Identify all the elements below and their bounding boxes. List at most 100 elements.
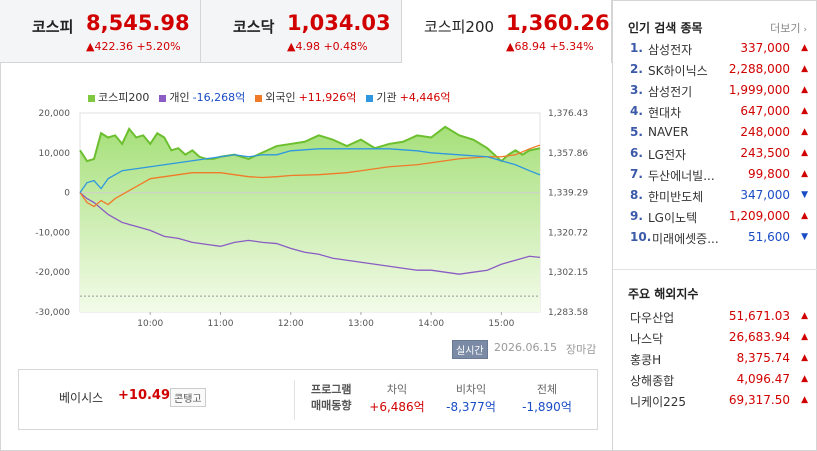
- legend-swatch: [366, 94, 374, 102]
- rank-number: 9.: [630, 209, 643, 223]
- tab-kospi200-value: 1,360.26: [506, 11, 610, 35]
- stock-price: 243,500: [740, 146, 790, 160]
- up-arrow-icon: ▲: [801, 211, 808, 221]
- world-index-item[interactable]: 나스닥 26,683.94 ▲: [630, 330, 810, 351]
- up-arrow-icon: ▲: [801, 43, 808, 53]
- program-header: 비차익: [455, 383, 487, 396]
- tab-kosdaq-change: ▲4.98 +0.48%: [287, 40, 368, 53]
- legend-item[interactable]: 외국인 +11,926억: [255, 91, 356, 104]
- market-panel: 코스피 8,545.98 ▲422.36 +5.20% 코스닥 1,034.03…: [0, 0, 612, 430]
- x-tick-label: 12:00: [278, 319, 304, 329]
- program-value: -1,890억: [522, 400, 572, 414]
- y-right-tick-label: 1,339.29: [548, 189, 588, 199]
- series-line-foreign: [79, 144, 541, 208]
- index-value: 8,375.74: [736, 351, 790, 365]
- popular-item[interactable]: 9. LG이노텍 1,209,000 ▲: [630, 209, 810, 230]
- basis-label: 베이시스: [59, 391, 104, 405]
- popular-item[interactable]: 5. NAVER 248,000 ▲: [630, 125, 810, 146]
- y-right-tick-label: 1,357.86: [548, 149, 588, 159]
- popular-item[interactable]: 3. 삼성전기 1,999,000 ▲: [630, 83, 810, 104]
- popular-item[interactable]: 1. 삼성전자 337,000 ▲: [630, 41, 810, 62]
- chart-date: 2026.06.15: [494, 341, 557, 354]
- y-right-tick-label: 1,376.43: [548, 109, 588, 119]
- tab-kospi200[interactable]: 코스피200 1,360.26 ▲68.94 +5.34%: [402, 0, 612, 63]
- y-left-tick-label: -10,000: [35, 228, 70, 238]
- world-index-item[interactable]: 니케이225 69,317.50 ▲: [630, 393, 810, 414]
- basis-program-box: 베이시스 +10.49 콘탱고 프로그램 매매동향 차익 +6,486억 비차익 -8…: [18, 369, 598, 430]
- tab-kospi[interactable]: 코스피 8,545.98 ▲422.36 +5.20%: [0, 0, 201, 63]
- y-left-tick-label: -20,000: [35, 268, 70, 278]
- up-arrow-icon: ▲: [801, 374, 808, 384]
- popular-item[interactable]: 6. LG전자 243,500 ▲: [630, 146, 810, 167]
- legend-item[interactable]: 코스피200: [88, 91, 149, 104]
- rank-number: 2.: [630, 62, 643, 76]
- index-name: 니케이225: [630, 395, 687, 409]
- legend-item[interactable]: 개인 -16,268억: [159, 91, 245, 104]
- realtime-button[interactable]: 실시간: [452, 340, 488, 359]
- up-arrow-icon: ▲: [801, 64, 808, 74]
- legend-value: -16,268억: [192, 91, 246, 104]
- index-tabs: 코스피 8,545.98 ▲422.36 +5.20% 코스닥 1,034.03…: [0, 0, 612, 63]
- world-title: 주요 해외지수: [628, 287, 699, 301]
- stock-name: 두산에너빌...: [648, 169, 715, 183]
- index-value: 69,317.50: [728, 393, 790, 407]
- popular-item[interactable]: 4. 현대차 647,000 ▲: [630, 104, 810, 125]
- stock-name: SK하이닉스: [648, 64, 708, 78]
- tab-kospi200-change: ▲68.94 +5.34%: [506, 40, 594, 53]
- tab-kospi-change: ▲422.36 +5.20%: [86, 40, 181, 53]
- y-right-tick-label: 1,302.15: [548, 268, 588, 278]
- up-arrow-icon: ▲: [801, 169, 808, 179]
- y-right-tick-label: 1,283.58: [548, 308, 588, 318]
- x-tick-label: 11:00: [207, 319, 233, 329]
- world-index-item[interactable]: 홍콩H 8,375.74 ▲: [630, 351, 810, 372]
- index-name: 상해종합: [630, 374, 675, 388]
- program-title-1: 프로그램: [311, 383, 352, 396]
- index-name: 나스닥: [630, 332, 664, 346]
- world-index-item[interactable]: 상해종합 4,096.47 ▲: [630, 372, 810, 393]
- stock-name: 미래에셋증...: [652, 232, 719, 246]
- rank-number: 6.: [630, 146, 643, 160]
- up-arrow-icon: ▲: [801, 395, 808, 405]
- rank-number: 7.: [630, 167, 643, 181]
- index-name: 홍콩H: [630, 353, 662, 367]
- stock-price: 647,000: [740, 104, 790, 118]
- divider: [613, 269, 817, 270]
- basis-value: +10.49: [118, 388, 171, 403]
- stock-name: 삼성전자: [648, 43, 693, 57]
- up-arrow-icon: ▲: [801, 353, 808, 363]
- tab-kosdaq-value: 1,034.03: [287, 11, 391, 35]
- up-arrow-icon: ▲: [801, 127, 808, 137]
- kospi200-area: [80, 126, 540, 313]
- index-value: 4,096.47: [736, 372, 790, 386]
- rank-number: 4.: [630, 104, 643, 118]
- popular-item[interactable]: 2. SK하이닉스 2,288,000 ▲: [630, 62, 810, 83]
- rank-number: 5.: [630, 125, 643, 139]
- tab-kospi-name: 코스피: [32, 18, 74, 36]
- legend-name: 기관: [376, 91, 397, 104]
- chevron-right-icon: ›: [800, 25, 807, 35]
- more-link[interactable]: 더보기 ›: [770, 22, 807, 35]
- down-arrow-icon: ▼: [801, 190, 808, 200]
- stock-name: LG이노텍: [648, 211, 698, 225]
- legend-swatch: [88, 94, 95, 102]
- up-arrow-icon: ▲: [506, 40, 515, 53]
- legend-name: 코스피200: [98, 91, 150, 104]
- tab-kosdaq[interactable]: 코스닥 1,034.03 ▲4.98 +0.48%: [201, 0, 402, 63]
- y-right-tick-label: 1,320.72: [548, 228, 588, 238]
- y-left-tick-label: -30,000: [35, 308, 70, 318]
- world-index-item[interactable]: 다우산업 51,671.03 ▲: [630, 309, 810, 330]
- stock-price: 1,209,000: [728, 209, 790, 223]
- series-line-individual: [79, 192, 541, 275]
- popular-item[interactable]: 8. 한미반도체 347,000 ▼: [630, 188, 810, 209]
- y-left-tick-label: 20,000: [39, 109, 71, 119]
- popular-item[interactable]: 10. 미래에셋증... 51,600 ▼: [630, 230, 810, 251]
- legend-swatch: [255, 94, 263, 102]
- legend-item[interactable]: 기관 +4,446억: [366, 91, 450, 104]
- stock-price: 347,000: [740, 188, 790, 202]
- program-header: 차익: [386, 383, 408, 396]
- legend-value: +11,926억: [298, 91, 357, 104]
- rank-number: 1.: [630, 41, 643, 55]
- popular-item[interactable]: 7. 두산에너빌... 99,800 ▲: [630, 167, 810, 188]
- stock-name: 현대차: [648, 106, 682, 120]
- stock-price: 337,000: [740, 41, 790, 55]
